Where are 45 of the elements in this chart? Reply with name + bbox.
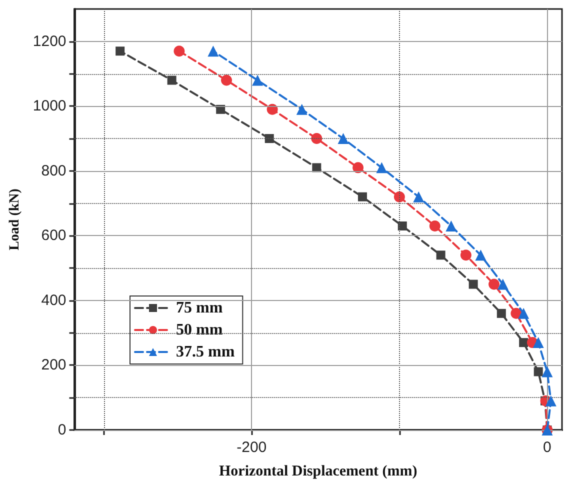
point <box>542 366 553 378</box>
point <box>116 46 125 56</box>
point <box>436 250 446 260</box>
point <box>394 191 405 202</box>
point <box>174 46 185 57</box>
point <box>413 191 424 202</box>
point <box>510 308 522 319</box>
point <box>429 220 440 232</box>
point <box>497 278 508 290</box>
point <box>446 220 457 232</box>
point <box>296 104 308 115</box>
y-tick-label: 600 <box>41 227 66 244</box>
point <box>519 338 528 348</box>
y-tick-label: 200 <box>41 356 66 374</box>
legend-label: 37.5 mm <box>176 344 236 360</box>
point <box>468 280 478 289</box>
legend-label: 50 mm <box>176 322 224 338</box>
x-axis-title: Horizontal Displacement (mm) <box>218 464 418 480</box>
point <box>352 162 364 174</box>
point <box>221 74 232 86</box>
point <box>208 46 219 57</box>
y-tick-label: 400 <box>41 292 66 309</box>
point <box>532 337 544 348</box>
point <box>460 250 472 261</box>
point <box>264 134 274 144</box>
point <box>252 74 264 86</box>
y-tick-label: 800 <box>41 162 66 180</box>
point <box>311 133 322 144</box>
y-tick-label: 1000 <box>32 98 66 115</box>
y-axis-title: Load (kN) <box>8 188 22 250</box>
point <box>398 221 407 230</box>
y-tick-label: 1200 <box>32 32 66 50</box>
y-tick-label: 0 <box>58 422 66 438</box>
point <box>376 162 388 174</box>
point <box>496 308 506 318</box>
point <box>518 308 530 319</box>
point <box>475 250 486 261</box>
point <box>534 367 543 376</box>
point <box>358 192 367 202</box>
point <box>338 133 349 144</box>
point <box>488 278 500 290</box>
point <box>545 395 556 406</box>
legend-label: 75 mm <box>176 300 224 316</box>
point <box>167 76 176 85</box>
x-tick-label: -200 <box>236 439 267 456</box>
